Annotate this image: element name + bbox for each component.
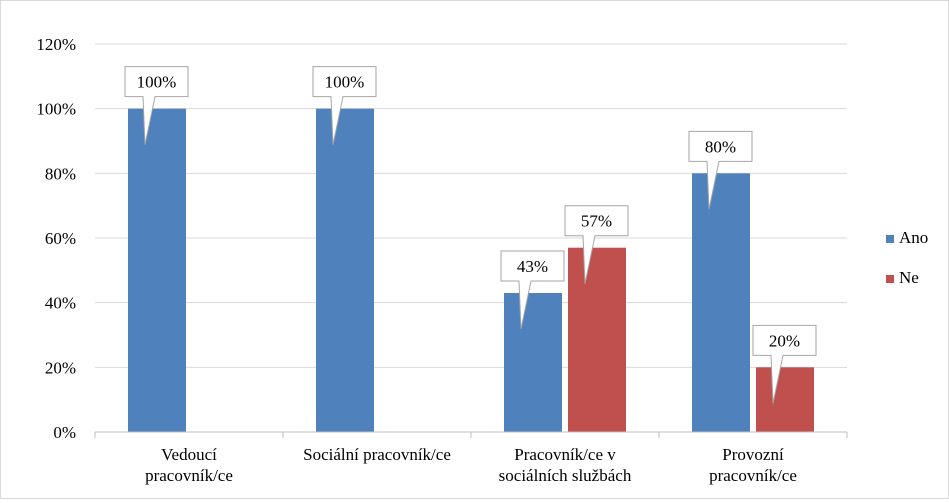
category-label-line: pracovník/ce: [709, 466, 797, 485]
category-label: Provozní pracovník/ce: [709, 445, 797, 485]
category-label: Pracovník/ce v sociálních službách: [499, 445, 632, 485]
data-label: 80%: [705, 137, 736, 156]
bar-ano: [128, 108, 186, 433]
axes: [94, 431, 848, 438]
legend-label: Ne: [899, 268, 919, 287]
data-labels: 100% 100% 43% 57% 80% 20%: [124, 66, 817, 404]
bar-ano: [316, 108, 374, 433]
data-label-callout: [500, 250, 565, 330]
legend: Ano Ne: [886, 228, 928, 287]
category-label-line: Vedoucí: [161, 445, 217, 464]
data-label-callout: [312, 66, 377, 145]
data-label: 57%: [581, 212, 612, 231]
category-label-line: sociálních službách: [499, 466, 632, 485]
category-label-line: Pracovník/ce v: [514, 445, 616, 464]
y-tick-label: 120%: [36, 35, 76, 54]
y-tick-label: 80%: [45, 164, 76, 183]
y-tick-label: 20%: [45, 358, 76, 377]
legend-swatch: [886, 235, 894, 243]
bar-ne: [568, 247, 626, 432]
data-label-callout: [752, 324, 817, 404]
data-label-callout: [564, 205, 629, 284]
category-label-line: pracovník/ce: [145, 466, 233, 485]
legend-label: Ano: [899, 228, 928, 247]
bar-ano: [692, 173, 750, 433]
y-tick-label: 60%: [45, 229, 76, 248]
category-label: Sociální pracovník/ce: [303, 445, 451, 464]
data-label: 43%: [517, 257, 548, 276]
category-label-line: Provozní: [722, 445, 784, 464]
legend-swatch: [886, 275, 894, 283]
bar-ano: [504, 292, 562, 432]
category-label-line: Sociální pracovník/ce: [303, 445, 451, 464]
bars: [128, 108, 814, 433]
y-tick-labels: 0% 20% 40% 60% 80% 100% 120%: [36, 35, 76, 442]
category-labels: Vedoucí pracovník/ce Sociální pracovník/ce…: [145, 445, 797, 485]
y-tick-label: 100%: [36, 100, 76, 119]
data-label-callout: [688, 130, 753, 210]
data-label: 100%: [325, 73, 365, 92]
data-label: 20%: [769, 331, 800, 350]
bar-ne: [756, 367, 814, 432]
y-tick-label: 0%: [53, 423, 76, 442]
category-label: Vedoucí pracovník/ce: [145, 445, 233, 485]
data-label-callout: [124, 66, 189, 145]
y-tick-label: 40%: [45, 294, 76, 313]
data-label: 100%: [137, 73, 177, 92]
